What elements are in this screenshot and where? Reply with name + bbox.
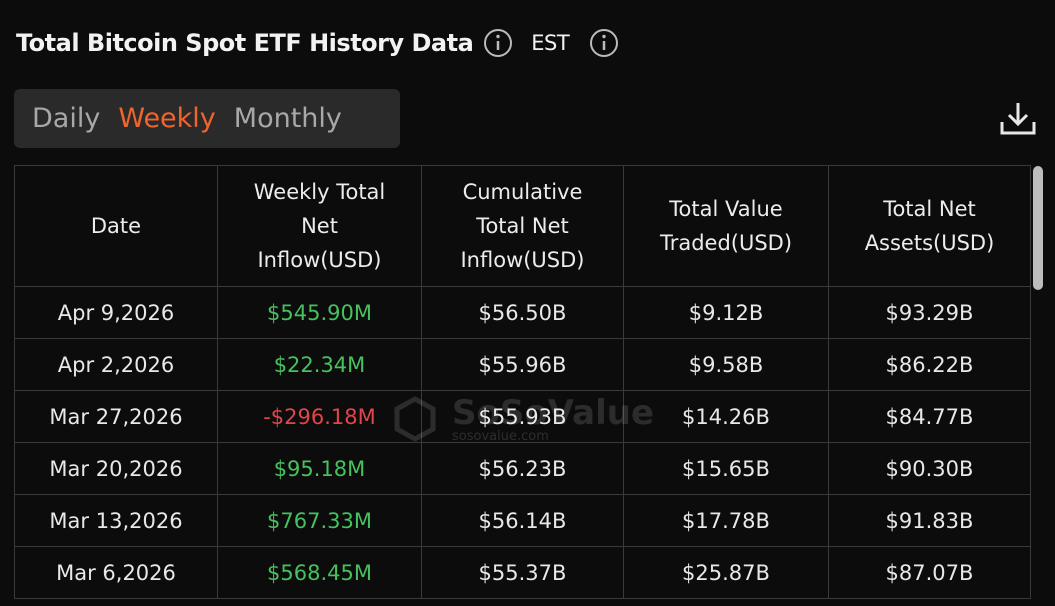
table-cell: -$296.18M (217, 390, 422, 443)
column-header: Weekly Total Net Inflow(USD) (217, 165, 422, 287)
table-cell: $55.93B (421, 390, 624, 443)
column-header: Total Value Traded(USD) (623, 165, 829, 287)
column-header: Total Net Assets(USD) (828, 165, 1031, 287)
table-cell: $22.34M (217, 338, 422, 391)
table-cell: $14.26B (623, 390, 829, 443)
table-cell: $90.30B (828, 442, 1031, 495)
table-cell: $86.22B (828, 338, 1031, 391)
table-cell: $9.58B (623, 338, 829, 391)
table-cell: $56.23B (421, 442, 624, 495)
table-cell: $568.45M (217, 546, 422, 599)
table-cell: $55.37B (421, 546, 624, 599)
table-cell: Mar 27,2026 (14, 390, 218, 443)
table-row: Mar 6,2026 $568.45M $55.37B $25.87B $87.07B (14, 546, 1031, 599)
header-row: Date Weekly Total Net Inflow(USD) Cumulati… (14, 165, 1031, 287)
tab[interactable]: Daily (32, 103, 101, 134)
info-icon[interactable] (483, 28, 513, 58)
table-cell: $9.12B (623, 286, 829, 339)
tab[interactable]: Monthly (233, 103, 342, 134)
table-cell: $56.50B (421, 286, 624, 339)
table-cell: $767.33M (217, 494, 422, 547)
tab[interactable]: Weekly (118, 103, 216, 134)
table-cell: $15.65B (623, 442, 829, 495)
table-cell: Mar 6,2026 (14, 546, 218, 599)
table-cell: $91.83B (828, 494, 1031, 547)
scrollbar[interactable] (1033, 166, 1043, 290)
info-icon[interactable] (589, 28, 619, 58)
title: Total Bitcoin Spot ETF History Data (16, 29, 474, 57)
download-button[interactable] (998, 100, 1038, 138)
table-cell: $25.87B (623, 546, 829, 599)
table-cell: $17.78B (623, 494, 829, 547)
table-cell: $93.29B (828, 286, 1031, 339)
table-row: Mar 20,2026 $95.18M $56.23B $15.65B $90.30B (14, 442, 1031, 495)
table-row: Apr 9,2026 $545.90M $56.50B $9.12B $93.29B (14, 286, 1031, 339)
column-header: Date (14, 165, 218, 287)
tab-bar: Daily Weekly Monthly (14, 89, 400, 148)
timezone: EST (531, 31, 570, 55)
table-cell: $87.07B (828, 546, 1031, 599)
table-row: Mar 13,2026 $767.33M $56.14B $17.78B $91.83B (14, 494, 1031, 547)
table-cell: $56.14B (421, 494, 624, 547)
header: Total Bitcoin Spot ETF History Data EST (16, 28, 619, 58)
table-row: Apr 2,2026 $22.34M $55.96B $9.58B $86.22B (14, 338, 1031, 391)
table-cell: $545.90M (217, 286, 422, 339)
table-cell: $55.96B (421, 338, 624, 391)
table-cell: $84.77B (828, 390, 1031, 443)
table-cell: Apr 2,2026 (14, 338, 218, 391)
table-cell: Mar 20,2026 (14, 442, 218, 495)
history-table: Date Weekly Total Net Inflow(USD) Cumulati… (14, 165, 1031, 599)
table-cell: $95.18M (217, 442, 422, 495)
table-row: Mar 27,2026 -$296.18M $55.93B $14.26B $84.77… (14, 390, 1031, 443)
table-cell: Mar 13,2026 (14, 494, 218, 547)
column-header: Cumulative Total Net Inflow(USD) (421, 165, 624, 287)
table-cell: Apr 9,2026 (14, 286, 218, 339)
